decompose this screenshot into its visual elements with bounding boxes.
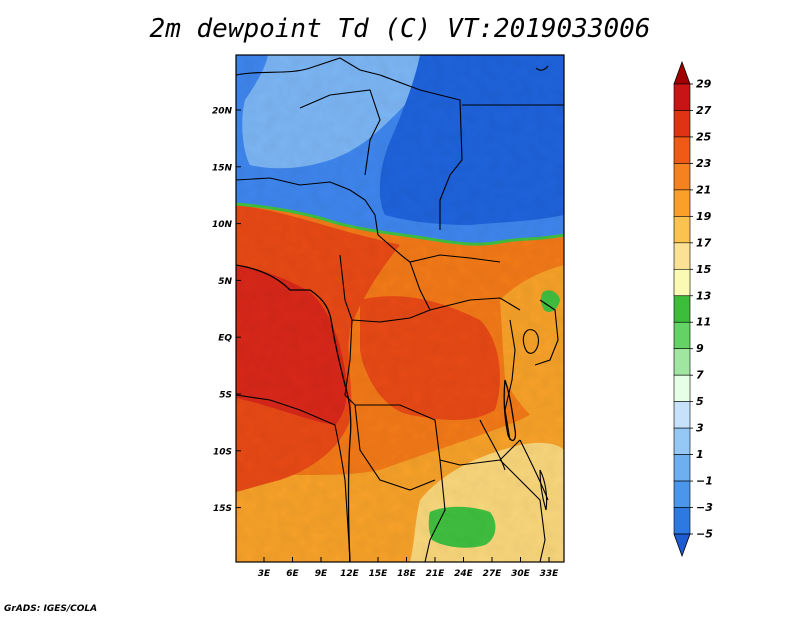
colorbar-label: 1: [696, 448, 704, 461]
lat-label: 15S: [213, 504, 232, 514]
lon-label: 6E: [286, 569, 299, 579]
lon-label: 9E: [315, 569, 328, 579]
colorbar-segment: [673, 374, 691, 402]
colorbar-segment: [673, 507, 691, 535]
colorbar-label: 7: [696, 369, 704, 382]
lon-label: 3E: [258, 569, 271, 579]
colorbar-label: −3: [696, 501, 713, 514]
colorbar-label: 3: [696, 422, 704, 435]
lon-label: 27E: [483, 569, 503, 579]
colorbar-segment: [673, 163, 691, 191]
colorbar-segment: [673, 295, 691, 323]
colorbar: 29 27 25 23 21 19 17 15 13 11 9 7 5 3 1 −1 −3 −5: [673, 60, 713, 558]
colorbar-segment: [673, 189, 691, 217]
colorbar-label: 9: [696, 342, 704, 355]
colorbar-label: −1: [696, 475, 713, 488]
lat-label: 5N: [218, 277, 232, 287]
colorbar-label: 15: [696, 263, 712, 276]
colorbar-segment: [673, 321, 691, 350]
colorbar-label: 5: [696, 395, 704, 408]
colorbar-segment: [673, 454, 691, 482]
colorbar-top-triangle: [673, 60, 691, 85]
colorbar-segment: [673, 480, 691, 508]
grads-credit: GrADS: IGES/COLA: [4, 604, 98, 614]
lat-label: 20N: [212, 107, 233, 117]
map-frame: [235, 54, 565, 563]
lon-label: 15E: [369, 569, 389, 579]
lat-label: 10N: [212, 220, 233, 230]
lon-label: 21E: [426, 569, 446, 579]
lon-label: 12E: [340, 569, 360, 579]
colorbar-label: 27: [696, 104, 712, 117]
map-title: 2m dewpoint Td (C) VT:2019033006: [149, 14, 651, 44]
lat-label: 10S: [213, 447, 232, 457]
colorbar-label: 13: [696, 289, 712, 302]
lat-label: 15N: [212, 163, 233, 173]
colorbar-label: 19: [696, 210, 712, 223]
colorbar-segment: [673, 268, 691, 297]
colorbar-segment: [673, 110, 691, 138]
colorbar-segment: [673, 401, 691, 429]
lon-label: 30E: [511, 569, 531, 579]
lat-label: 5S: [219, 391, 232, 401]
lon-label: 24E: [454, 569, 474, 579]
colorbar-label: 11: [696, 316, 711, 329]
colorbar-label: 29: [696, 78, 712, 91]
colorbar-segment: [673, 216, 691, 244]
colorbar-label: 23: [696, 157, 712, 170]
country-borders: [236, 57, 564, 562]
lon-label: 18E: [397, 569, 417, 579]
colorbar-label: 21: [696, 183, 711, 196]
colorbar-segment: [673, 242, 691, 270]
colorbar-segment: [673, 136, 691, 164]
colorbar-label: −5: [696, 528, 713, 541]
colorbar-label: 25: [696, 130, 712, 143]
latitude-axis: 20N 15N 10N 5N EQ 5S 10S 15S: [212, 107, 241, 514]
lat-label: EQ: [218, 334, 232, 344]
longitude-axis: 3E 6E 9E 12E 15E 18E 21E 24E 27E 30E 33E: [258, 557, 559, 579]
lon-label: 33E: [540, 569, 560, 579]
colorbar-segment: [673, 348, 691, 376]
colorbar-segment: [673, 427, 691, 455]
dewpoint-field: [236, 55, 564, 562]
colorbar-bottom-triangle: [673, 533, 691, 558]
colorbar-label: 17: [696, 236, 712, 249]
colorbar-segment: [673, 83, 691, 111]
